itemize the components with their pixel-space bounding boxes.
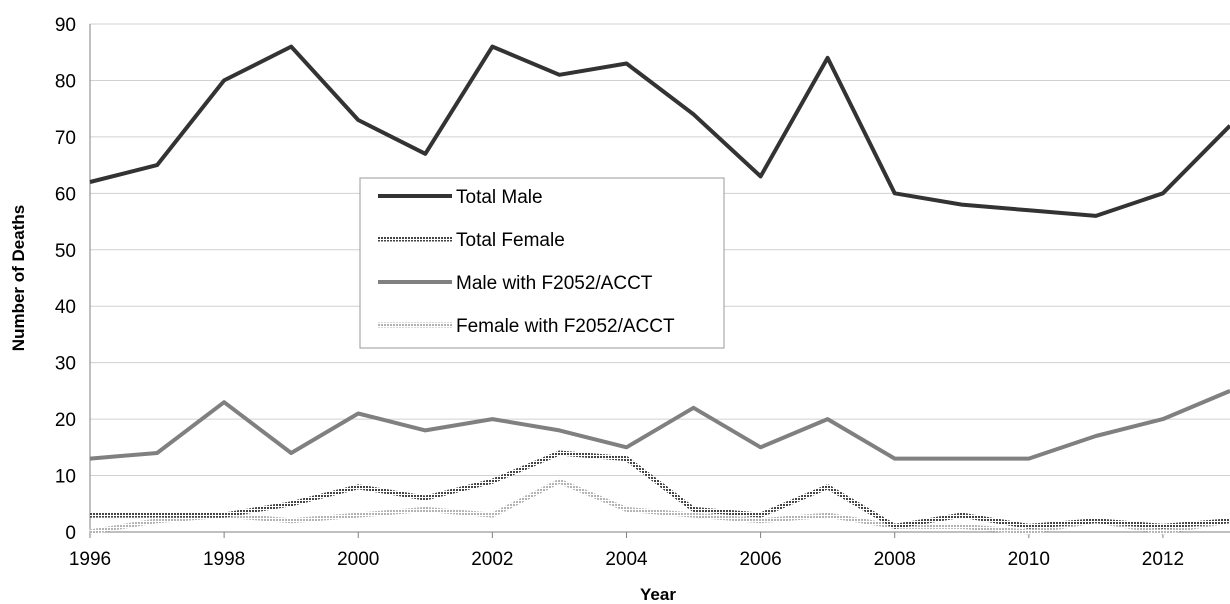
- x-tick-label: 2000: [337, 549, 379, 570]
- series-lines: [89, 44, 1230, 535]
- x-tick-label: 2004: [605, 549, 648, 570]
- series-line-total-female: [90, 450, 1230, 529]
- x-axis-title: Year: [640, 585, 676, 604]
- y-axis-title: Number of Deaths: [9, 205, 28, 351]
- x-tick-label: 2006: [739, 549, 781, 570]
- x-tick-labels: 1996 1998 2000 2002 2004 2006 2008 2010 2012: [69, 549, 1184, 570]
- y-tick-label: 0: [65, 523, 76, 544]
- legend-label: Male with F2052/ACCT: [456, 273, 653, 294]
- x-tick-label: 2002: [471, 549, 513, 570]
- y-tick-label: 30: [55, 354, 76, 375]
- y-tick-labels: 0 10 20 30 40 50 60 70 80 90: [55, 15, 76, 544]
- y-tick-label: 80: [55, 71, 76, 92]
- legend: Total Male Total Female Male with F2052/AC…: [359, 177, 725, 349]
- y-tick-label: 60: [55, 184, 76, 205]
- x-tick-label: 2008: [874, 549, 916, 570]
- legend-label: Total Male: [456, 187, 543, 208]
- x-tick-label: 2012: [1142, 549, 1184, 570]
- series-line-male-with-f2052-acct: [89, 389, 1230, 461]
- series-line-total-male: [89, 44, 1230, 218]
- y-tick-label: 20: [55, 410, 76, 431]
- legend-box: [359, 177, 725, 349]
- series-line-female-with-f2052-acct: [89, 478, 1230, 535]
- y-tick-label: 70: [55, 128, 76, 149]
- legend-label: Total Female: [456, 230, 565, 251]
- y-tick-label: 10: [55, 467, 76, 488]
- legend-label: Female with F2052/ACCT: [456, 316, 675, 337]
- x-tick-label: 2010: [1008, 549, 1050, 570]
- y-tick-label: 50: [55, 241, 76, 262]
- y-tick-label: 90: [55, 15, 76, 36]
- x-tick-label: 1998: [203, 549, 245, 570]
- x-tick-label: 1996: [69, 549, 111, 570]
- y-tick-label: 40: [55, 297, 76, 318]
